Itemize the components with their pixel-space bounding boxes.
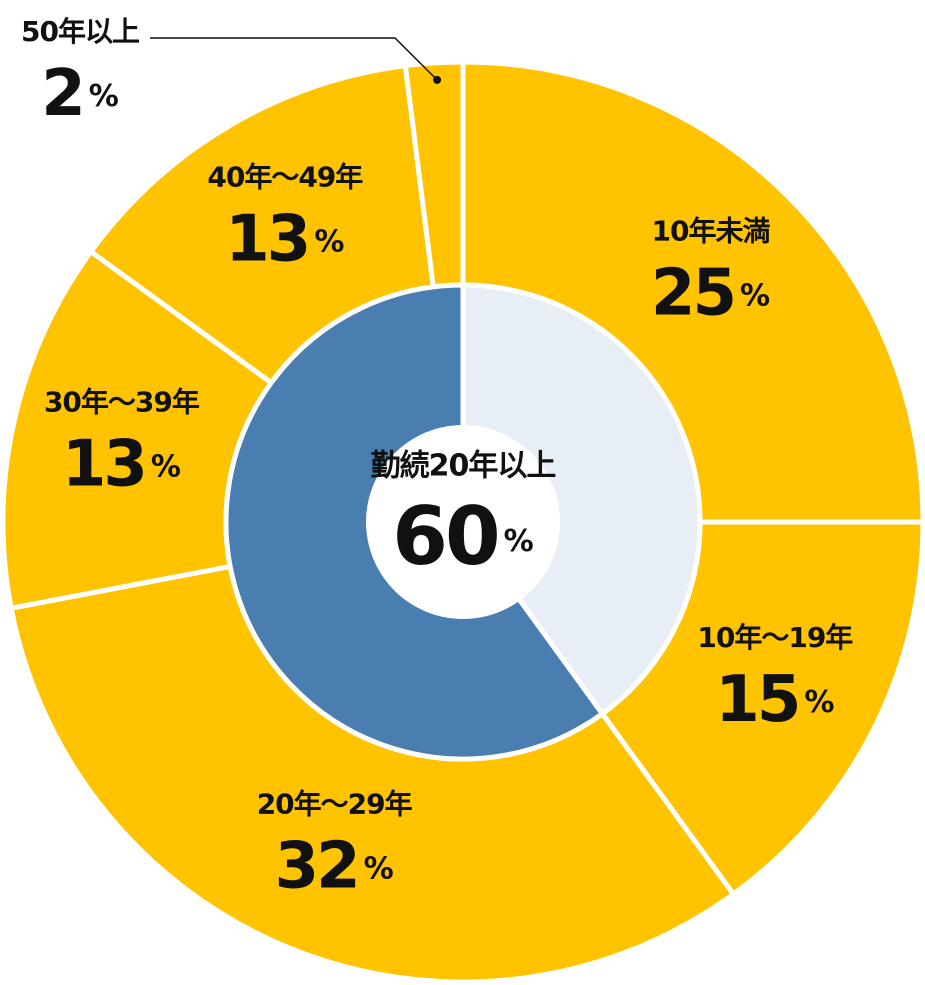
category-label: 20年～29年 (257, 787, 413, 820)
category-label: 40年～49年 (207, 161, 363, 194)
value-label: 60% (392, 490, 533, 583)
value-label: 2% (41, 57, 119, 131)
value-label: 25% (651, 256, 770, 330)
segment (460, 282, 703, 718)
category-label: 30年～39年 (44, 386, 200, 419)
category-label: 勤続20年以上 (371, 449, 556, 484)
leader-line (150, 37, 438, 81)
value-label: 13% (62, 427, 181, 501)
center-hole (366, 425, 560, 619)
category-label: 10年未満 (652, 215, 771, 248)
value-label: 15% (715, 662, 834, 736)
value-label: 13% (225, 202, 344, 276)
category-label: 50年以上 (21, 15, 140, 48)
category-label: 10年～19年 (697, 621, 853, 654)
value-label: 32% (275, 829, 394, 903)
